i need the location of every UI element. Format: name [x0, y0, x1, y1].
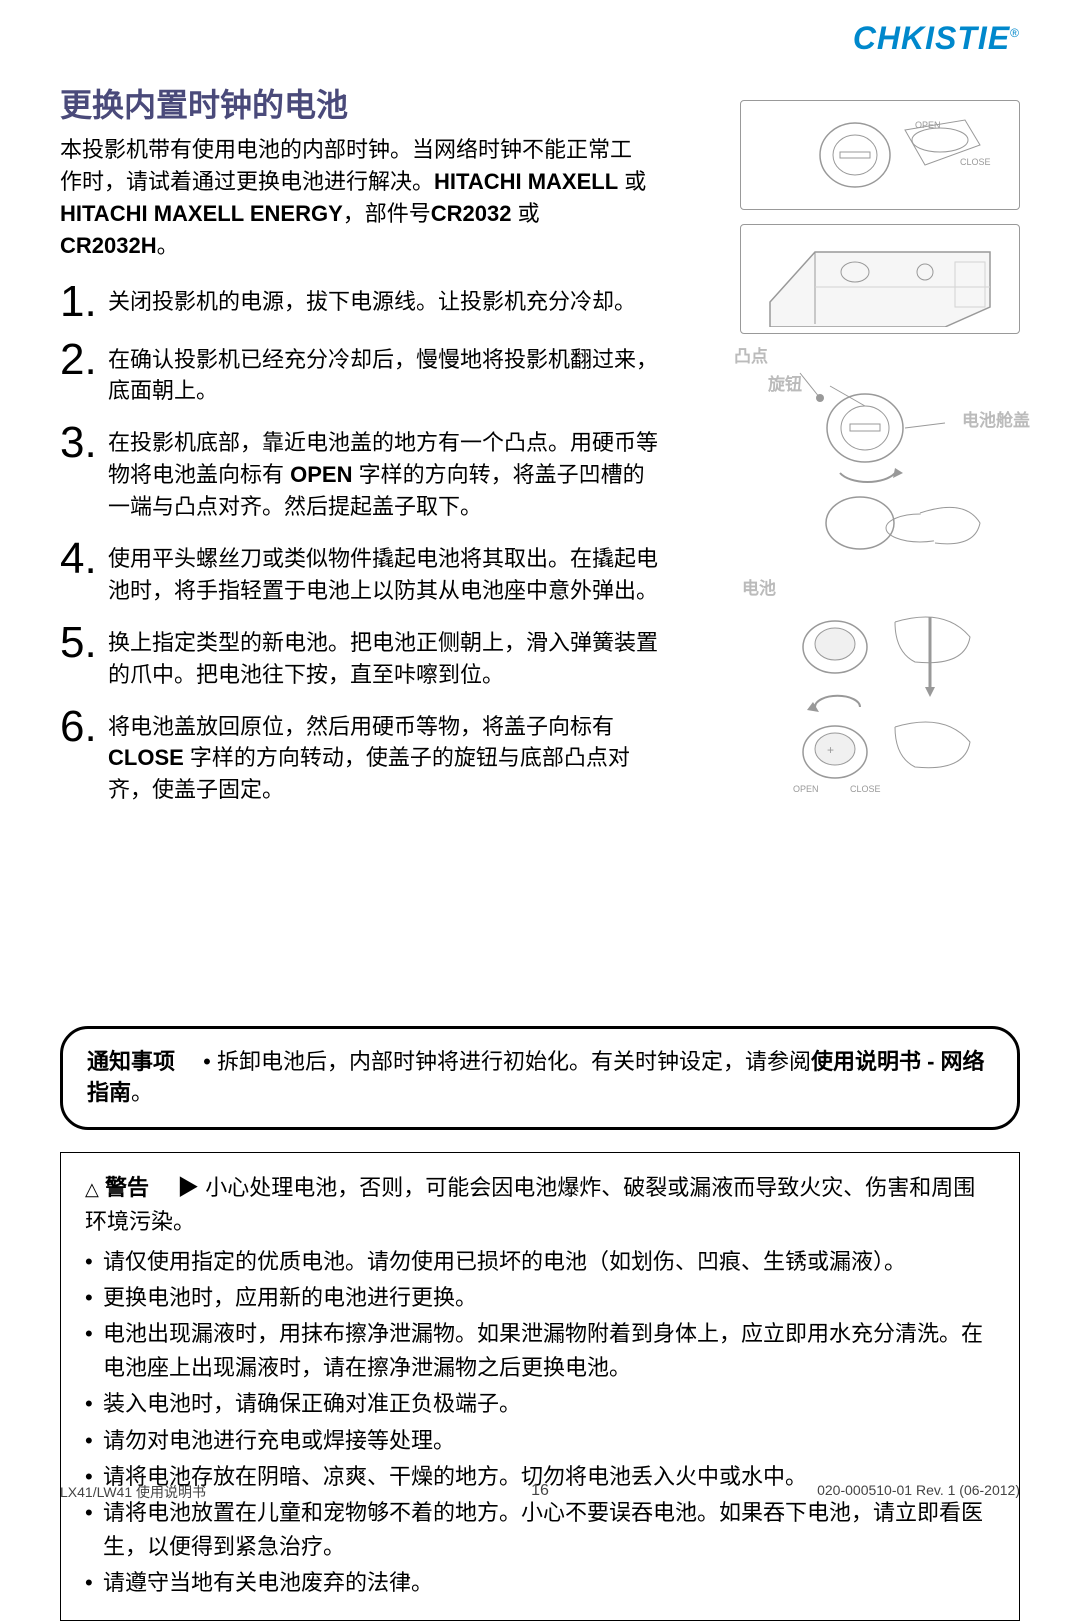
battery-cover-top-icon: OPEN CLOSE: [765, 110, 995, 200]
intro-paragraph: 本投影机带有使用电池的内部时钟。当网络时钟不能正常工作时，请试着通过更换电池进行…: [60, 134, 650, 262]
diagram-open-cover: 凸点 旋钮 电池舱盖: [740, 348, 1020, 568]
svg-text:OPEN: OPEN: [915, 120, 941, 130]
step: 6 将电池盖放回原位，然后用硬币等物，将盖子向标有 CLOSE 字样的方向转动，…: [60, 705, 660, 807]
diagram-battery-replace: 电池 + OPEN CLOSE: [740, 582, 1020, 802]
open-cover-icon: [765, 358, 995, 558]
svg-text:CLOSE: CLOSE: [850, 784, 881, 792]
step-text: 换上指定类型的新电池。把电池正侧朝上，滑入弹簧装置的爪中。把电池往下按，直至咔嚓…: [108, 621, 660, 691]
warning-text: 小心处理电池，否则，可能会因电池爆炸、破裂或漏液而导致火灾、伤害和周围环境污染。: [85, 1175, 975, 1234]
step-number: 1: [60, 280, 108, 324]
warning-item: 请勿对电池进行充电或焊接等处理。: [85, 1424, 995, 1458]
step-number: 4: [60, 537, 108, 581]
footer-right: 020-000510-01 Rev. 1 (06-2012): [817, 1482, 1020, 1502]
notice-lead: 通知事项: [87, 1049, 175, 1074]
intro-bold: HITACHI MAXELL: [434, 169, 618, 194]
step-number: 5: [60, 621, 108, 665]
warning-list: 请仅使用指定的优质电池。请勿使用已损坏的电池（如划伤、凹痕、生锈或漏液）。 更换…: [85, 1245, 995, 1600]
step-text: 在投影机底部，靠近电池盖的地方有一个凸点。用硬币等物将电池盖向标有 OPEN 字…: [108, 421, 660, 523]
footer-left: LX41/LW41 使用说明书: [60, 1482, 206, 1502]
warning-triangle-icon: △: [85, 1179, 99, 1199]
label-bump: 凸点: [734, 342, 768, 367]
step-text: 将电池盖放回原位，然后用硬币等物，将盖子向标有 CLOSE 字样的方向转动，使盖…: [108, 705, 660, 807]
warning-box: △ 警告 ▶ 小心处理电池，否则，可能会因电池爆炸、破裂或漏液而导致火灾、伤害和…: [60, 1152, 1020, 1621]
steps-list: 1 关闭投影机的电源，拔下电源线。让投影机充分冷却。 2 在确认投影机已经充分冷…: [60, 280, 660, 807]
warning-item: 更换电池时，应用新的电池进行更换。: [85, 1281, 995, 1315]
diagram-column: OPEN CLOSE 凸点 旋钮 电池舱盖: [740, 100, 1020, 816]
step-text: 关闭投影机的电源，拔下电源线。让投影机充分冷却。: [108, 280, 636, 318]
warning-lead: 警告: [105, 1175, 149, 1200]
warning-item: 请仅使用指定的优质电池。请勿使用已损坏的电池（如划伤、凹痕、生锈或漏液）。: [85, 1245, 995, 1279]
notice-box: 通知事项 • 拆卸电池后，内部时钟将进行初始化。有关时钟设定，请参阅使用说明书 …: [60, 1026, 1020, 1130]
warning-item: 请遵守当地有关电池废弃的法律。: [85, 1566, 995, 1600]
warning-item: 电池出现漏液时，用抹布擦净泄漏物。如果泄漏物附着到身体上，应立即用水充分清洗。在…: [85, 1317, 995, 1385]
svg-text:OPEN: OPEN: [793, 784, 819, 792]
notice-text: 拆卸电池后，内部时钟将进行初始化。有关时钟设定，请参阅: [217, 1049, 811, 1074]
brand-logo: CHKISTIE: [853, 20, 1020, 57]
warning-item: 装入电池时，请确保正确对准正负极端子。: [85, 1387, 995, 1421]
page-footer: LX41/LW41 使用说明书 16 020-000510-01 Rev. 1 …: [60, 1482, 1020, 1502]
step: 2 在确认投影机已经充分冷却后，慢慢地将投影机翻过来，底面朝上。: [60, 338, 660, 408]
diagram-projector-bottom: [740, 224, 1020, 334]
step-number: 6: [60, 705, 108, 749]
battery-replace-icon: + OPEN CLOSE: [765, 592, 995, 792]
svg-text:+: +: [827, 743, 834, 757]
step: 1 关闭投影机的电源，拔下电源线。让投影机充分冷却。: [60, 280, 660, 324]
svg-text:CLOSE: CLOSE: [960, 157, 991, 167]
diagram-coin-slot: OPEN CLOSE: [740, 100, 1020, 210]
warning-header: △ 警告 ▶ 小心处理电池，否则，可能会因电池爆炸、破裂或漏液而导致火灾、伤害和…: [85, 1171, 995, 1239]
page-number: 16: [531, 1482, 549, 1500]
step: 5 换上指定类型的新电池。把电池正侧朝上，滑入弹簧装置的爪中。把电池往下按，直至…: [60, 621, 660, 691]
step-text: 在确认投影机已经充分冷却后，慢慢地将投影机翻过来，底面朝上。: [108, 338, 660, 408]
warning-item: 请将电池放置在儿童和宠物够不着的地方。小心不要误吞电池。如果吞下电池，请立即看医…: [85, 1496, 995, 1564]
projector-bottom-icon: [755, 232, 1005, 327]
step-number: 3: [60, 421, 108, 465]
step: 3 在投影机底部，靠近电池盖的地方有一个凸点。用硬币等物将电池盖向标有 OPEN…: [60, 421, 660, 523]
step: 4 使用平头螺丝刀或类似物件撬起电池将其取出。在撬起电池时，将手指轻置于电池上以…: [60, 537, 660, 607]
step-text: 使用平头螺丝刀或类似物件撬起电池将其取出。在撬起电池时，将手指轻置于电池上以防其…: [108, 537, 660, 607]
step-number: 2: [60, 338, 108, 382]
